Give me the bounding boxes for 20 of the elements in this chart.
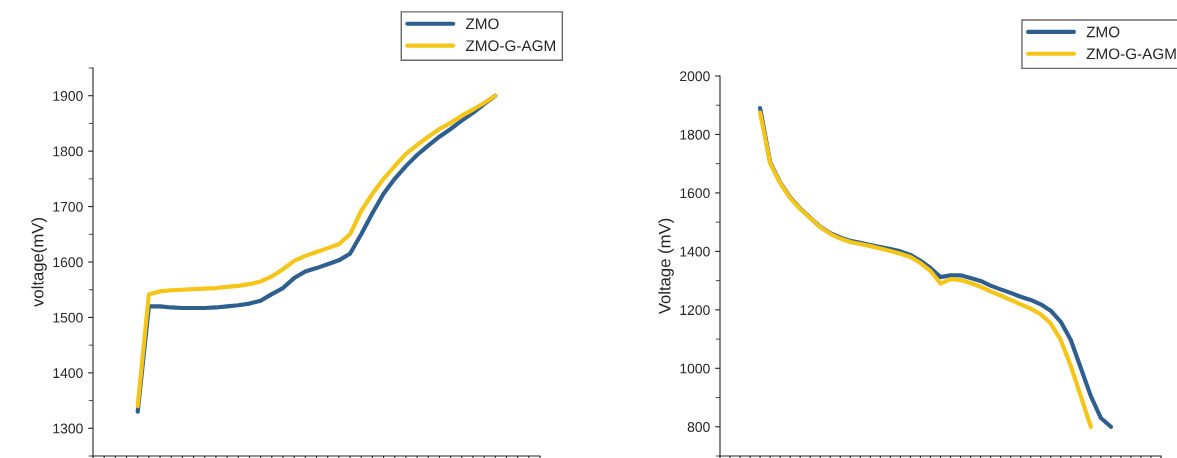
y-tick-label: 1400 bbox=[680, 246, 710, 257]
y-tick-label: 1200 bbox=[680, 305, 710, 316]
y-tick-label: 800 bbox=[687, 422, 710, 432]
y-tick-label: 1800 bbox=[53, 146, 83, 157]
y-tick-label: 1900 bbox=[53, 91, 83, 101]
y-tick-label: 1000 bbox=[680, 363, 710, 374]
y-tick-label: 1500 bbox=[53, 312, 83, 323]
y-tick-label: 1600 bbox=[53, 257, 83, 268]
y-tick-label: 1300 bbox=[53, 423, 83, 434]
y-tick-label: 1400 bbox=[53, 368, 83, 379]
legend-label: ZMO bbox=[1086, 26, 1120, 38]
y-axis-title: Voltage (mV) bbox=[658, 218, 674, 315]
legend-label: ZMO-G-AGM bbox=[1086, 48, 1176, 60]
legend-label: ZMO bbox=[465, 18, 499, 30]
legend-label: ZMO-G-AGM bbox=[465, 40, 555, 52]
y-tick-label: 2000 bbox=[680, 71, 710, 82]
y-axis-title: voltage(mV) bbox=[31, 218, 47, 307]
y-tick-label: 1800 bbox=[680, 129, 710, 140]
y-tick-label: 1700 bbox=[53, 201, 83, 212]
y-tick-label: 1600 bbox=[680, 188, 710, 199]
